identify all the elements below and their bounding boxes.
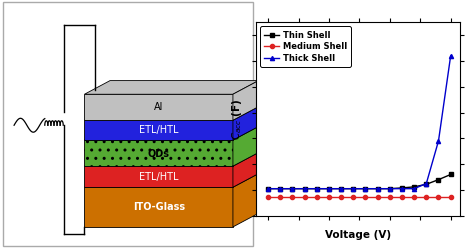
Line: Medium Shell: Medium Shell xyxy=(266,195,453,199)
Thin Shell xyxy=(363,187,368,190)
Thin Shell xyxy=(265,187,271,190)
Thin Shell xyxy=(387,187,392,190)
Polygon shape xyxy=(84,153,258,166)
Thin Shell xyxy=(302,187,308,190)
Thin Shell xyxy=(326,187,332,190)
Thick Shell xyxy=(423,182,429,185)
Medium Shell xyxy=(363,196,368,199)
Medium Shell xyxy=(375,196,381,199)
Thick Shell xyxy=(277,187,283,190)
Thick Shell xyxy=(448,54,454,57)
Thick Shell xyxy=(302,187,308,190)
Polygon shape xyxy=(84,126,258,140)
Thick Shell xyxy=(411,187,417,190)
Thin Shell xyxy=(277,187,283,190)
Legend: Thin Shell, Medium Shell, Thick Shell: Thin Shell, Medium Shell, Thick Shell xyxy=(260,27,351,67)
Thick Shell xyxy=(436,139,441,142)
Medium Shell xyxy=(302,196,308,199)
Medium Shell xyxy=(277,196,283,199)
Polygon shape xyxy=(233,107,258,140)
FancyBboxPatch shape xyxy=(2,2,254,246)
Text: Al: Al xyxy=(154,102,164,112)
Thin Shell xyxy=(375,187,381,190)
Medium Shell xyxy=(423,196,429,199)
Thick Shell xyxy=(326,187,332,190)
Thick Shell xyxy=(363,187,368,190)
Thin Shell xyxy=(290,187,295,190)
Thick Shell xyxy=(375,187,381,190)
Polygon shape xyxy=(233,126,258,166)
Polygon shape xyxy=(233,153,258,187)
Medium Shell xyxy=(338,196,344,199)
Polygon shape xyxy=(84,81,258,94)
Thick Shell xyxy=(387,187,392,190)
Polygon shape xyxy=(233,174,258,227)
Polygon shape xyxy=(84,120,233,140)
Thin Shell xyxy=(399,186,405,189)
Medium Shell xyxy=(387,196,392,199)
Medium Shell xyxy=(436,196,441,199)
Text: QDs: QDs xyxy=(148,148,170,158)
Thick Shell xyxy=(338,187,344,190)
Medium Shell xyxy=(314,196,319,199)
Thick Shell xyxy=(350,187,356,190)
Thick Shell xyxy=(290,187,295,190)
X-axis label: Voltage (V): Voltage (V) xyxy=(325,230,391,240)
Text: ETL/HTL: ETL/HTL xyxy=(139,172,178,182)
Thick Shell xyxy=(265,187,271,190)
Polygon shape xyxy=(84,166,233,187)
Polygon shape xyxy=(84,140,233,166)
Thin Shell xyxy=(338,187,344,190)
Thin Shell xyxy=(350,187,356,190)
Polygon shape xyxy=(84,174,258,187)
Medium Shell xyxy=(350,196,356,199)
Y-axis label: $C_{acc}$ (F): $C_{acc}$ (F) xyxy=(230,98,244,140)
Thin Shell xyxy=(314,187,319,190)
Polygon shape xyxy=(233,81,258,120)
Thin Shell xyxy=(423,183,429,186)
Medium Shell xyxy=(411,196,417,199)
Thick Shell xyxy=(314,187,319,190)
Medium Shell xyxy=(399,196,405,199)
Thin Shell xyxy=(448,173,454,176)
Text: ETL/HTL: ETL/HTL xyxy=(139,125,178,135)
Thin Shell xyxy=(411,186,417,188)
Medium Shell xyxy=(448,196,454,199)
Medium Shell xyxy=(265,196,271,199)
Thin Shell xyxy=(436,178,441,181)
Medium Shell xyxy=(326,196,332,199)
Line: Thin Shell: Thin Shell xyxy=(266,172,453,191)
Thick Shell xyxy=(399,187,405,190)
Polygon shape xyxy=(84,187,233,227)
Polygon shape xyxy=(84,94,233,120)
Text: ITO-Glass: ITO-Glass xyxy=(133,202,185,212)
Line: Thick Shell: Thick Shell xyxy=(266,54,453,191)
Medium Shell xyxy=(290,196,295,199)
Polygon shape xyxy=(84,107,258,120)
